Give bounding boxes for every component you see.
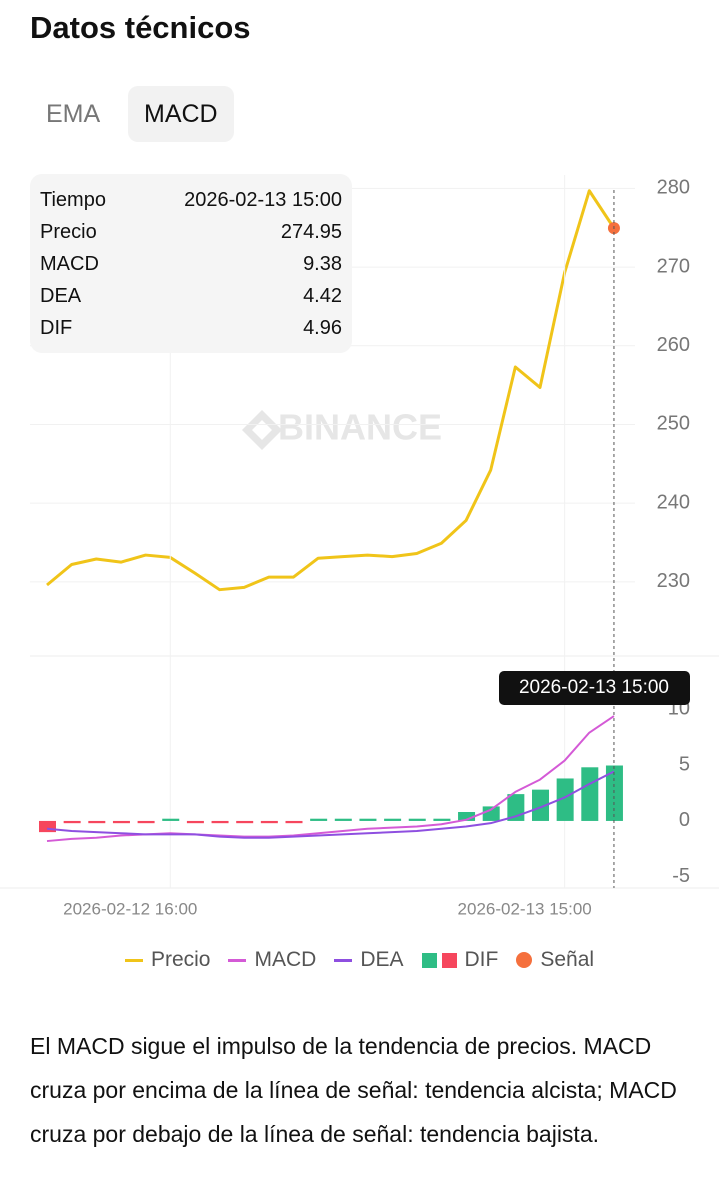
legend-swatch (421, 952, 437, 968)
y-tick-label: 280 (657, 177, 690, 199)
x-tick-label: 2026-02-12 16:00 (63, 899, 197, 918)
legend-swatch (441, 952, 457, 968)
bar (137, 820, 155, 824)
y-tick-label: 250 (657, 413, 690, 435)
info-value: 9.38 (303, 253, 342, 275)
info-label: Tiempo (40, 189, 106, 211)
bar (186, 820, 204, 824)
page-title: Datos técnicos (30, 10, 251, 45)
tab[interactable]: MACD (128, 86, 234, 142)
y-tick-label: 270 (657, 255, 690, 277)
watermark: BINANCE (278, 407, 442, 448)
legend-item: Señal (516, 944, 594, 976)
bar (39, 820, 56, 833)
legend-swatch (334, 958, 353, 962)
legend-swatch (516, 952, 533, 968)
y-tick-label: 240 (657, 491, 690, 513)
y-tick-label: 260 (657, 334, 690, 356)
info-value: 274.95 (280, 221, 342, 243)
bar (532, 789, 549, 821)
info-panel: Tiempo 2026-02-13 15:00 Precio 274.95 MACD 9.… (30, 174, 352, 353)
info-value: 2026-02-13 15:00 (184, 189, 342, 211)
crosshair-tooltip-box (499, 671, 690, 705)
info-row: DEA 4.42 (40, 280, 342, 312)
y-tick-label: 0 (679, 809, 690, 831)
legend-item: DIF (421, 944, 499, 976)
bar (581, 767, 599, 821)
info-row: DIF 4.96 (40, 312, 342, 344)
bar (433, 818, 451, 821)
legend-label: Señal (540, 948, 595, 971)
bar (359, 818, 377, 821)
bar (162, 818, 180, 821)
info-label: DEA (40, 285, 82, 307)
bar (384, 818, 402, 821)
legend-item: DEA (334, 944, 404, 976)
info-row: Tiempo 2026-02-13 15:00 (40, 184, 342, 216)
legend-swatch (228, 958, 247, 962)
bar (458, 812, 476, 821)
legend-label: Precio (150, 948, 211, 971)
bar (63, 820, 81, 824)
bar (310, 818, 328, 821)
legend-swatch (124, 958, 143, 962)
bar (605, 765, 623, 821)
y-tick-label: -5 (672, 865, 690, 887)
legend-label: MACD (254, 948, 317, 971)
legend-item: Precio (124, 944, 211, 976)
y-tick-label: 5 (679, 753, 690, 775)
bar (260, 820, 278, 824)
line (46, 189, 616, 592)
bar (334, 818, 352, 821)
x-tick-label: 2026-02-13 15:00 (458, 899, 592, 918)
info-row: Precio 274.95 (40, 216, 342, 248)
legend-label: DIF (464, 948, 499, 971)
bar (236, 820, 254, 824)
info-label: DIF (40, 317, 73, 339)
info-row: MACD 9.38 (40, 248, 342, 280)
line (46, 715, 615, 843)
bar (556, 778, 574, 821)
bar (408, 818, 426, 821)
bar (211, 820, 229, 824)
info-value: 4.42 (303, 285, 342, 307)
legend-label: DEA (360, 948, 404, 971)
y-tick-label: 230 (657, 570, 690, 592)
legend: Precio MACD DEA DIF Señal (0, 944, 719, 976)
bar (285, 820, 303, 824)
tab[interactable]: EMA (46, 100, 101, 128)
line (46, 770, 615, 839)
info-value: 4.96 (303, 317, 342, 339)
bar (112, 820, 130, 824)
crosshair-tooltip: 2026-02-13 15:00 (519, 677, 669, 698)
description: El MACD sigue el impulso de la tendencia… (30, 1033, 677, 1147)
bar (482, 806, 500, 821)
bar (88, 820, 106, 824)
legend-item: MACD (228, 944, 316, 976)
info-label: MACD (40, 253, 99, 275)
watermark-logo (242, 410, 282, 450)
info-label: Precio (40, 221, 97, 243)
